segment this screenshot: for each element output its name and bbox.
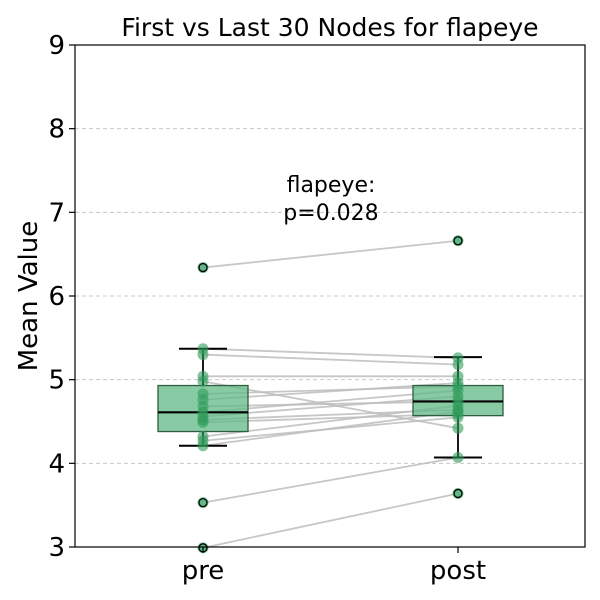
outlier-marker	[453, 488, 463, 499]
pair-line	[202, 353, 459, 366]
point-pre	[197, 370, 209, 382]
point-pre	[197, 388, 209, 400]
chart-title: First vs Last 30 Nodes for flapeye	[121, 13, 538, 42]
point-post	[452, 380, 464, 392]
y-tick-label: 9	[48, 31, 65, 61]
y-tick-label: 5	[48, 366, 65, 396]
x-tick-label: post	[430, 556, 486, 586]
pair-line	[202, 239, 459, 269]
outlier-marker	[198, 498, 208, 508]
x-tick-label: pre	[182, 556, 225, 586]
point-pre	[197, 431, 209, 443]
point-post	[452, 352, 464, 364]
grid-layer	[75, 128, 585, 464]
outlier-marker	[198, 262, 208, 273]
outlier-marker	[453, 236, 463, 246]
y-tick-label: 3	[48, 533, 65, 563]
point-post	[452, 370, 464, 382]
pair-line	[202, 492, 459, 549]
pair-line	[202, 456, 459, 504]
pair-line	[202, 347, 459, 359]
y-tick-label: 4	[48, 449, 65, 479]
y-tick-label: 7	[48, 198, 65, 228]
point-post	[452, 395, 464, 407]
point-layer	[197, 235, 464, 554]
point-pre	[197, 343, 209, 355]
y-axis-label: Mean Value	[14, 221, 44, 372]
y-tick-label: 6	[48, 282, 65, 312]
annotation-pvalue: p=0.028	[283, 201, 378, 226]
y-tick-label: 8	[48, 115, 65, 145]
annotation-label: flapeye:	[287, 173, 376, 198]
tick-layer: 3 4 5 6 7 8 9 pre post	[48, 31, 486, 586]
point-post	[452, 422, 464, 434]
point-post	[452, 404, 464, 416]
point-post	[452, 451, 464, 463]
